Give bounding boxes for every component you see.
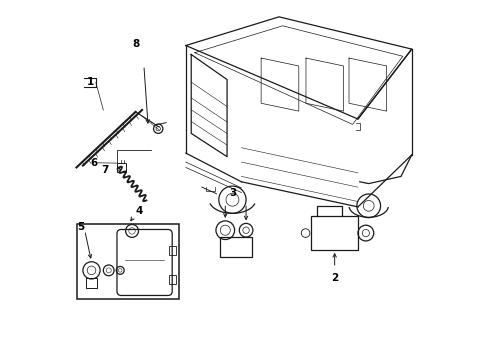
Bar <box>220 237 252 257</box>
Text: 2: 2 <box>331 273 338 283</box>
Text: 5: 5 <box>77 222 84 231</box>
Bar <box>169 246 176 255</box>
Bar <box>311 216 358 250</box>
Text: 6: 6 <box>90 158 97 168</box>
Text: 3: 3 <box>229 188 236 198</box>
Bar <box>169 275 176 284</box>
Text: 8: 8 <box>132 39 139 49</box>
Text: 4: 4 <box>136 206 143 216</box>
Bar <box>117 163 126 172</box>
Bar <box>86 278 97 288</box>
Bar <box>77 224 179 299</box>
Text: 7: 7 <box>101 165 109 175</box>
Text: 1: 1 <box>86 77 94 87</box>
